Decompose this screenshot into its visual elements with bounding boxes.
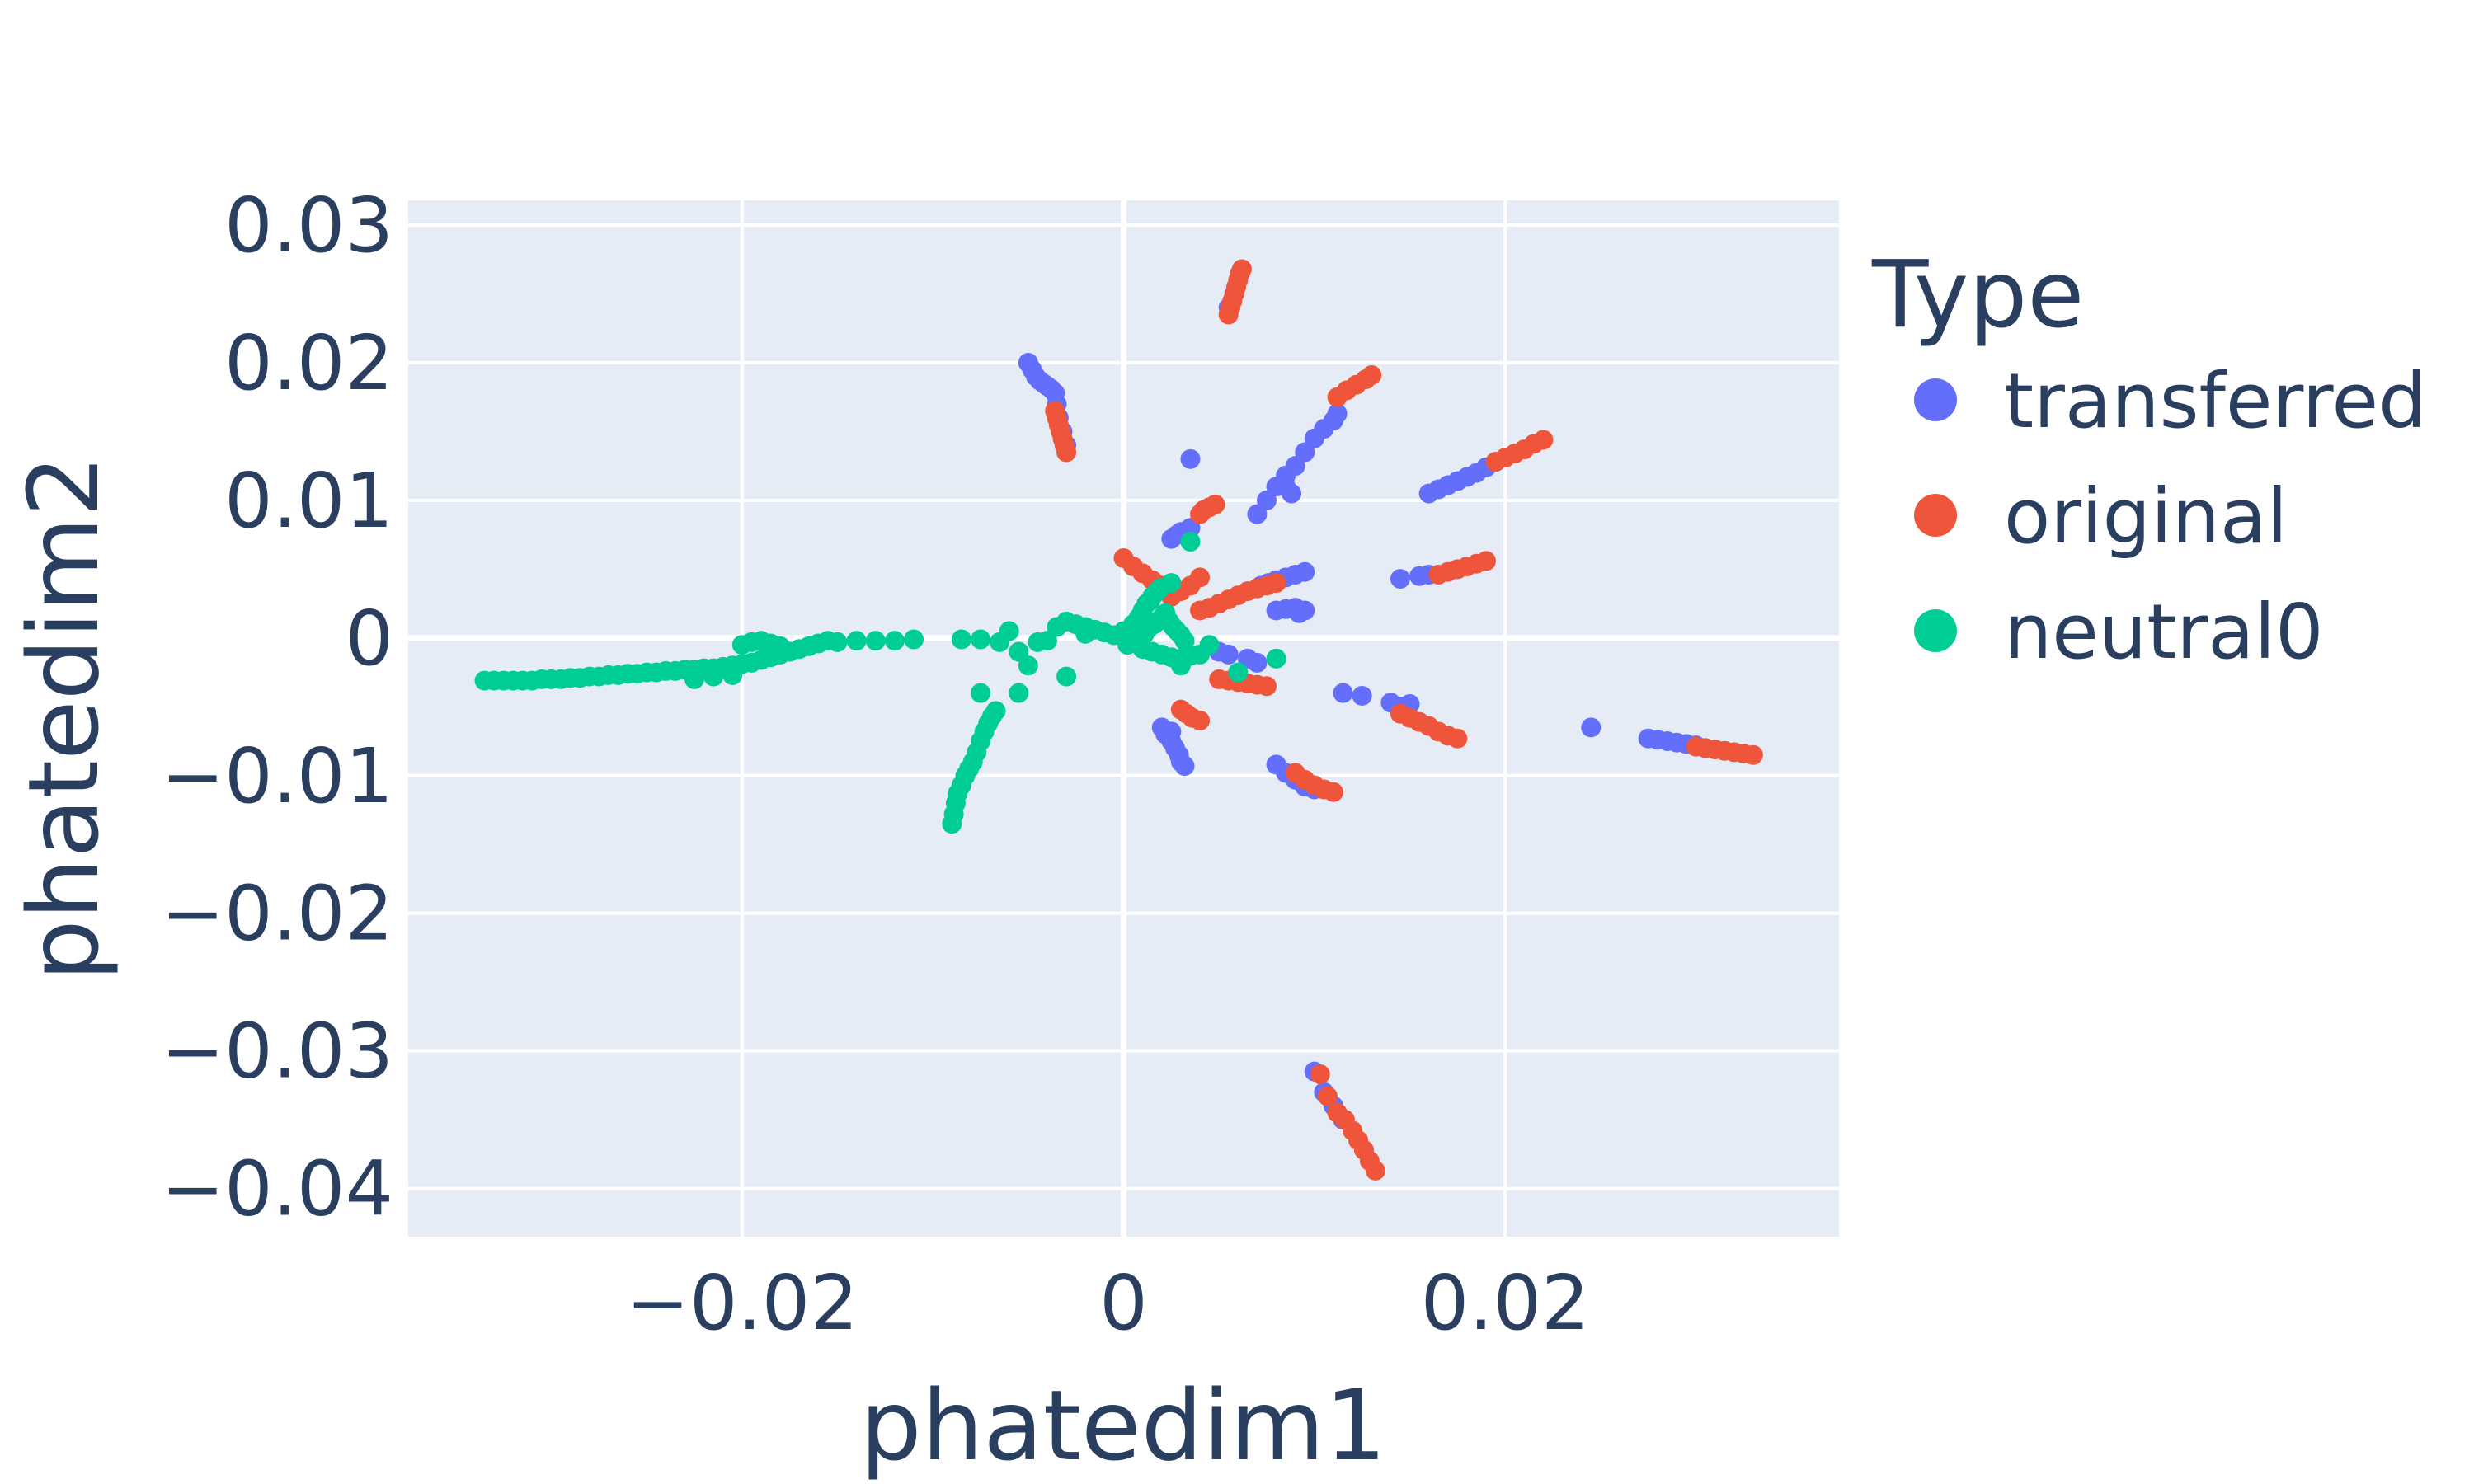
- series-neutral0: [474, 531, 1286, 834]
- data-point-original: [1743, 744, 1763, 765]
- y-axis-title: phatedim2: [7, 455, 120, 982]
- data-point-neutral0: [904, 629, 924, 650]
- data-point-neutral0: [1075, 623, 1096, 644]
- data-point-original: [1362, 365, 1382, 386]
- data-point-neutral0: [971, 683, 990, 703]
- data-point-original: [1533, 430, 1554, 450]
- x-tick-label: 0: [1099, 1259, 1148, 1347]
- data-point-neutral0: [1180, 531, 1201, 552]
- data-point-transferred: [1180, 448, 1201, 469]
- data-point-transferred: [1295, 561, 1315, 582]
- data-point-transferred: [1247, 652, 1268, 673]
- legend-marker-transferred: [1914, 378, 1957, 421]
- data-point-original: [1318, 1086, 1338, 1106]
- data-point-original: [1266, 573, 1286, 594]
- data-point-original: [1476, 551, 1497, 571]
- data-point-neutral0: [1009, 641, 1029, 662]
- data-point-neutral0: [1266, 648, 1286, 669]
- data-point-transferred: [1289, 603, 1310, 623]
- data-point-neutral0: [1228, 662, 1249, 683]
- x-axis-title: phatedim1: [860, 1369, 1387, 1482]
- data-point-neutral0: [684, 669, 704, 689]
- legend-label-neutral0: neutral0: [2004, 588, 2324, 676]
- legend-title: Type: [1871, 242, 2084, 349]
- data-point-neutral0: [971, 629, 990, 650]
- data-point-original: [1323, 782, 1343, 802]
- data-point-neutral0: [1037, 631, 1057, 651]
- series-original: [1045, 259, 1763, 1181]
- data-point-neutral0: [1161, 573, 1182, 594]
- data-point-original: [1190, 567, 1211, 588]
- y-tick-label: −0.02: [161, 870, 393, 958]
- x-tick-label: 0.02: [1421, 1259, 1590, 1347]
- data-point-transferred: [1327, 403, 1348, 424]
- x-tick-label: −0.02: [626, 1259, 858, 1347]
- data-point-neutral0: [1199, 635, 1220, 655]
- y-tick-label: 0.03: [224, 181, 393, 270]
- tick-labels: −0.02 0 0.02 0.03 0.02 0.01 0 −0.01 −0.02 −0.03 −0…: [161, 181, 1590, 1347]
- data-point-neutral0: [999, 621, 1019, 641]
- gridlines: [408, 200, 1839, 1237]
- data-point-original: [1205, 494, 1225, 514]
- data-point-transferred: [1247, 504, 1268, 524]
- legend: transferred original neutral0: [1914, 357, 2427, 676]
- data-points: [474, 259, 1763, 1181]
- y-tick-label: 0.01: [224, 457, 393, 545]
- data-point-neutral0: [951, 629, 971, 650]
- legend-marker-neutral0: [1914, 609, 1957, 652]
- data-point-neutral0: [770, 636, 791, 656]
- data-point-neutral0: [884, 631, 905, 651]
- data-point-transferred: [1581, 717, 1602, 738]
- data-point-original: [1231, 259, 1252, 279]
- data-point-original: [1310, 1064, 1330, 1085]
- legend-label-transferred: transferred: [2004, 357, 2427, 445]
- y-tick-label: −0.04: [161, 1145, 393, 1233]
- data-point-transferred: [1333, 683, 1353, 703]
- y-tick-label: −0.01: [161, 732, 393, 820]
- legend-label-original: original: [2004, 472, 2288, 561]
- data-point-neutral0: [865, 631, 886, 651]
- legend-marker-original: [1914, 494, 1957, 537]
- data-point-transferred: [1282, 483, 1302, 504]
- data-point-neutral0: [1018, 655, 1038, 676]
- data-point-neutral0: [703, 666, 724, 687]
- data-point-transferred: [1161, 721, 1182, 742]
- data-point-original: [1056, 442, 1077, 463]
- data-point-transferred: [1295, 442, 1315, 463]
- data-point-transferred: [1257, 490, 1277, 510]
- data-point-transferred: [1352, 685, 1372, 706]
- data-point-neutral0: [1174, 631, 1195, 651]
- data-point-original: [1365, 1160, 1385, 1181]
- data-point-original: [1190, 711, 1211, 731]
- data-point-original: [1257, 676, 1277, 697]
- y-tick-label: 0: [345, 594, 393, 683]
- data-point-transferred: [1174, 756, 1195, 777]
- y-tick-label: −0.03: [161, 1007, 393, 1096]
- data-point-neutral0: [827, 632, 848, 652]
- data-point-neutral0: [1056, 666, 1077, 687]
- data-point-transferred: [1390, 569, 1410, 589]
- data-point-neutral0: [985, 701, 1006, 721]
- data-point-neutral0: [1009, 683, 1029, 703]
- data-point-transferred: [1218, 644, 1239, 665]
- data-point-neutral0: [722, 665, 743, 685]
- data-point-original: [1447, 728, 1468, 749]
- data-point-neutral0: [846, 631, 867, 651]
- data-point-transferred: [1285, 456, 1305, 477]
- data-point-neutral0: [1170, 655, 1191, 676]
- data-point-transferred: [1180, 518, 1201, 538]
- y-tick-label: 0.02: [224, 319, 393, 407]
